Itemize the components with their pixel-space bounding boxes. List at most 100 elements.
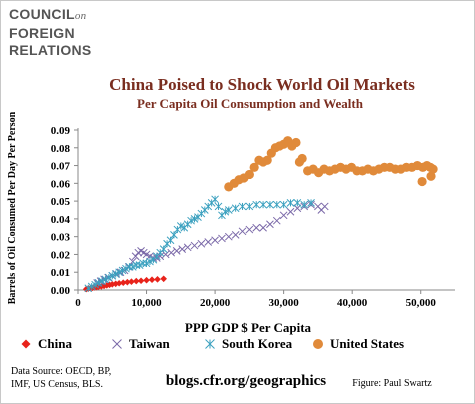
point-taiwan (183, 243, 192, 252)
x-tick-label: 10,000 (131, 297, 162, 309)
y-tick-label: 0.07 (51, 161, 71, 173)
point-south-korea (300, 200, 309, 209)
point-south-korea (252, 200, 261, 209)
figure-credit: Figure: Paul Swartz (352, 378, 432, 389)
point-china (143, 276, 150, 284)
point-china (132, 277, 140, 285)
point-united-states (262, 155, 272, 165)
point-taiwan (172, 247, 181, 255)
axes (77, 128, 455, 291)
x-tick-label: 40,000 (337, 297, 368, 309)
chart-title: China Poised to Shock World Oil Markets (109, 75, 415, 94)
x-ticks: 0 10,000 20,000 30,000 40,000 50,000 (75, 290, 436, 309)
point-south-korea (214, 202, 223, 211)
y-tick-label: 0.04 (51, 214, 71, 226)
x-tick-label: 50,000 (406, 297, 437, 309)
point-taiwan (211, 236, 219, 245)
series-south-korea (84, 195, 315, 293)
series-taiwan (93, 200, 329, 287)
legend-item-united-states: United States (313, 336, 404, 351)
point-china (154, 276, 161, 283)
source-line-1: Data Source: OECD, BP, (11, 366, 111, 377)
point-south-korea (307, 199, 315, 207)
logo-line-1: COUNCIL (9, 6, 75, 22)
legend-item-south-korea: South Korea (205, 336, 293, 351)
point-taiwan (252, 223, 261, 232)
y-tick-label: 0.06 (51, 178, 71, 190)
x-tick-label: 0 (75, 297, 81, 309)
point-china (137, 277, 145, 285)
point-united-states (249, 162, 259, 172)
point-south-korea (259, 200, 267, 209)
data-marks (82, 136, 438, 293)
point-south-korea (279, 200, 288, 209)
y-tick-label: 0.03 (51, 232, 71, 244)
point-south-korea (238, 202, 247, 211)
blog-url: blogs.cfr.org/geographics (166, 373, 326, 389)
point-china (160, 275, 167, 283)
point-taiwan (272, 216, 281, 225)
point-taiwan (167, 248, 176, 257)
point-taiwan (190, 241, 199, 250)
point-china (119, 279, 127, 287)
x-tick-label: 30,000 (269, 297, 300, 309)
point-south-korea (231, 204, 240, 213)
point-taiwan (320, 202, 329, 211)
point-united-states (426, 171, 436, 181)
legend-label-taiwan: Taiwan (129, 336, 170, 351)
point-taiwan (286, 207, 295, 216)
point-south-korea (266, 200, 274, 209)
point-united-states (428, 164, 438, 174)
y-tick-label: 0.00 (51, 285, 71, 297)
point-taiwan (266, 220, 274, 229)
legend-label-china: China (38, 336, 72, 351)
point-south-korea (132, 261, 141, 269)
point-united-states (244, 169, 254, 180)
logo-line-1-suffix: on (74, 10, 87, 22)
legend-marker-united-states (313, 339, 323, 349)
logo-line-3: RELATIONS (9, 42, 92, 58)
source-line-2: IMF, US Census, BLS. (11, 379, 103, 390)
point-south-korea (139, 259, 147, 268)
point-taiwan (224, 232, 233, 241)
legend-marker-taiwan (112, 339, 122, 349)
legend-marker-china (21, 339, 31, 349)
point-taiwan (197, 239, 206, 248)
y-ticks: 0.00 0.01 0.02 0.03 0.04 0.05 0.06 0.07 0.08 0.09 (51, 125, 78, 297)
point-south-korea (293, 199, 302, 207)
point-china (115, 279, 123, 287)
point-united-states (291, 137, 301, 148)
point-taiwan (238, 227, 247, 236)
point-taiwan (279, 211, 288, 220)
point-united-states (297, 153, 307, 164)
y-axis-label: Barrels of Oil Consumed Per Day Per Pers… (7, 111, 18, 304)
point-south-korea (224, 206, 233, 214)
legend-label-south-korea: South Korea (222, 336, 293, 351)
point-taiwan (218, 234, 226, 243)
cfr-logo: COUNCILon FOREIGN RELATIONS (9, 6, 139, 59)
point-taiwan (156, 252, 165, 261)
legend: China Taiwan South Korea United States (21, 336, 404, 351)
y-tick-label: 0.09 (51, 125, 71, 137)
point-taiwan (259, 223, 267, 232)
x-axis-label: PPP GDP $ Per Capita (185, 320, 312, 335)
legend-label-united-states: United States (330, 336, 404, 351)
legend-item-taiwan: Taiwan (112, 336, 170, 351)
series-united-states (224, 136, 438, 192)
point-taiwan (178, 245, 187, 253)
point-taiwan (231, 231, 240, 239)
point-south-korea (211, 195, 219, 204)
logo-line-2: FOREIGN (9, 25, 75, 41)
point-united-states (417, 176, 427, 187)
point-taiwan (204, 238, 213, 246)
point-china (124, 278, 131, 286)
point-taiwan (245, 225, 254, 234)
x-tick-label: 20,000 (200, 297, 231, 309)
chart-subtitle: Per Capita Oil Consumption and Wealth (137, 96, 364, 111)
y-tick-label: 0.05 (51, 196, 71, 208)
point-china (128, 278, 135, 285)
point-south-korea (125, 263, 134, 271)
legend-item-china: China (21, 336, 72, 351)
